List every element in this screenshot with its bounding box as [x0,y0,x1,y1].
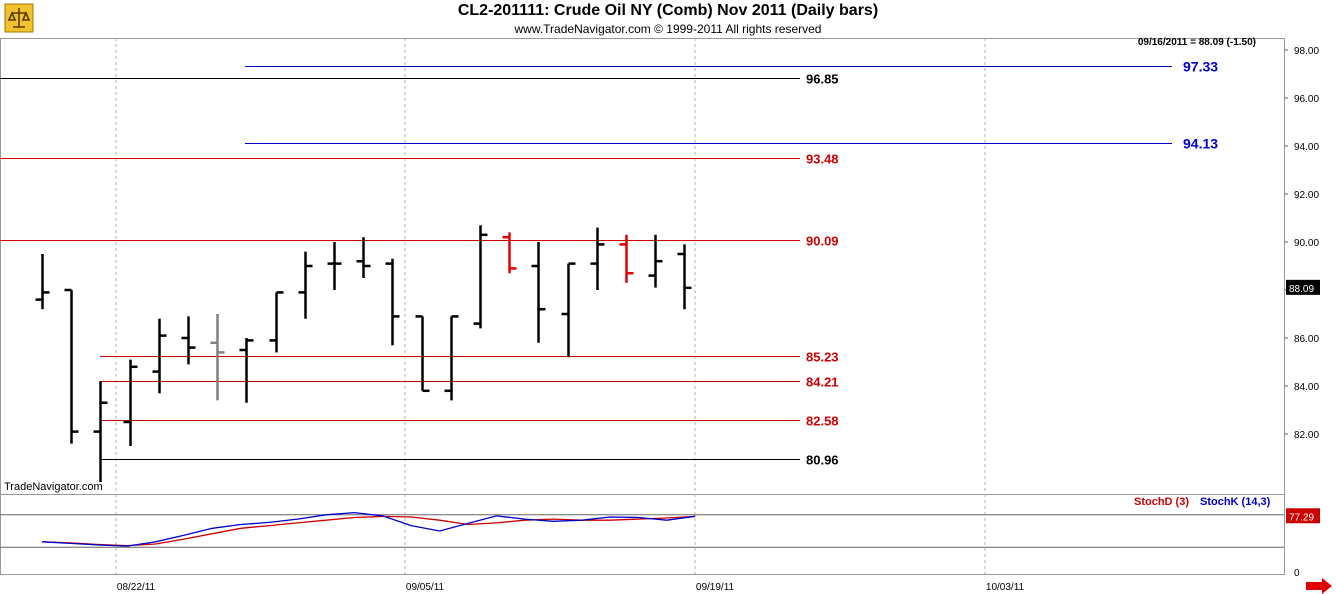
chart-header: CL2-201111: Crude Oil NY (Comb) Nov 2011… [0,0,1336,38]
level-label: 93.48 [806,152,839,167]
level-label: 85.23 [806,350,839,365]
x-tick-label: 10/03/11 [986,582,1025,593]
x-tick-label: 09/19/11 [696,582,735,593]
last-price-label: 88.09 [1289,284,1314,295]
y-tick-label: 94.00 [1294,142,1319,153]
level-label: 84.21 [806,375,839,390]
level-label: 96.85 [806,72,839,87]
last-price-box [1286,279,1320,295]
stoch-last-box [1286,508,1320,524]
trade-navigator-logo-icon [4,3,34,33]
price-panel-frame [0,38,1285,495]
level-label: 82.58 [806,414,839,429]
stoch-series-line [41,511,696,547]
stoch-series-line [41,515,696,547]
legend-stochd: StochD (3) [1134,496,1189,508]
y-tick-label: 84.00 [1294,382,1319,393]
y-tick-label: 82.00 [1294,430,1319,441]
level-label: 94.13 [1183,136,1218,152]
copyright-subtitle: www.TradeNavigator.com © 1999-2011 All r… [514,22,822,36]
scroll-right-arrow-icon[interactable] [1306,578,1332,594]
price-readout: 09/16/2011 = 88.09 (-1.50) [1137,37,1256,48]
level-label: 80.96 [806,453,839,468]
x-tick-label: 08/22/11 [117,582,156,593]
y-tick-label: 98.00 [1294,46,1319,57]
level-label: 97.33 [1183,59,1218,75]
legend-stochk: StochK (14,3) [1200,496,1271,508]
stoch-panel-frame [0,494,1285,575]
y-tick-label: 92.00 [1294,190,1319,201]
x-tick-label: 09/05/11 [406,582,445,593]
y-tick-label: 86.00 [1294,334,1319,345]
y-tick-label: 90.00 [1294,238,1319,249]
y-tick-label: 96.00 [1294,94,1319,105]
level-label: 90.09 [806,234,839,249]
watermark: TradeNavigator.com [4,481,103,493]
stoch-y-tick-label: 0 [1294,568,1300,579]
stoch-last-label: 77.29 [1289,512,1314,523]
chart-title: CL2-201111: Crude Oil NY (Comb) Nov 2011… [457,2,879,19]
